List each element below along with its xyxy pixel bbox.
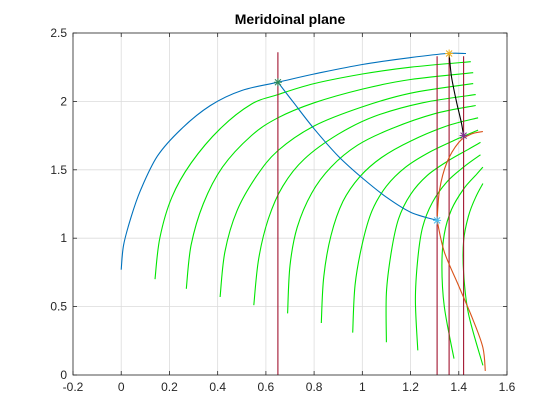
y-tick-label: 1.5 <box>50 163 67 177</box>
star-marker <box>433 216 442 225</box>
series-line-black <box>448 53 465 136</box>
star-marker-stroke <box>274 78 282 86</box>
series-line-green <box>352 129 479 333</box>
y-tick-label: 2 <box>60 94 67 108</box>
series-line-blue <box>120 52 467 270</box>
star-marker <box>445 49 454 58</box>
star-marker <box>459 131 468 140</box>
y-tick-label: 0 <box>60 368 67 382</box>
axis-ticks: -0.2 0 0.2 0.4 0.6 0.8 1 1.2 1.4 1.600.511.522.5 <box>50 26 515 394</box>
series-line-red <box>436 220 486 371</box>
star-marker-stroke <box>460 132 467 139</box>
x-tick-label: 1.6 <box>499 380 516 394</box>
star-marker-stroke <box>445 50 453 57</box>
series-line-green <box>414 154 481 351</box>
series-line-green <box>185 72 474 289</box>
y-tick-label: 1 <box>60 231 67 245</box>
series-line-green <box>287 104 476 314</box>
chart-title: Meridoinal plane <box>235 11 346 27</box>
axes-background <box>73 33 507 375</box>
data-markers <box>273 49 468 225</box>
series-line-red <box>436 130 484 221</box>
x-tick-label: 1.2 <box>402 380 419 394</box>
x-tick-label: 0.6 <box>258 380 275 394</box>
series-line-green <box>253 94 476 306</box>
star-marker <box>273 78 282 87</box>
x-tick-label: 0.2 <box>161 380 178 394</box>
y-tick-label: 0.5 <box>50 300 67 314</box>
x-tick-label: 1 <box>359 380 366 394</box>
y-tick-label: 2.5 <box>50 26 67 40</box>
x-tick-label: 1.4 <box>450 380 467 394</box>
series-lines <box>120 52 486 375</box>
x-tick-label: 0.4 <box>209 380 226 394</box>
series-line-blue <box>277 81 438 221</box>
series-line-green <box>154 61 471 280</box>
star-marker-stroke <box>433 217 441 224</box>
x-tick-label: 0.8 <box>306 380 323 394</box>
axes-box <box>72 32 508 376</box>
x-tick-label: 0 <box>118 380 125 394</box>
x-tick-label: -0.2 <box>63 380 84 394</box>
series-line-green <box>441 166 484 359</box>
